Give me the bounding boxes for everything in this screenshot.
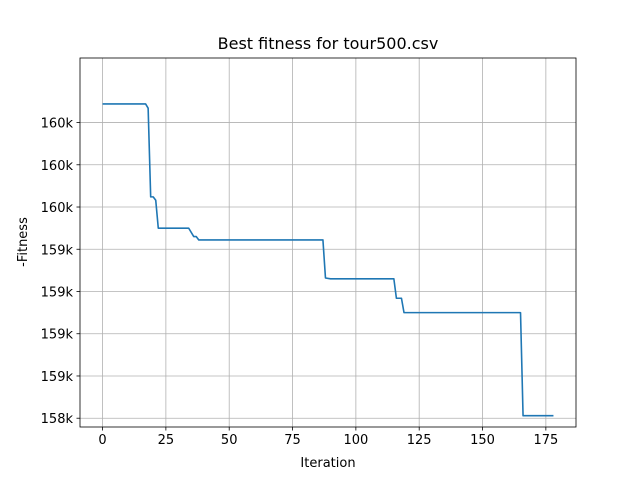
x-tick-label: 25: [158, 433, 175, 448]
x-tick-label: 50: [221, 433, 238, 448]
x-tick-label: 125: [407, 433, 432, 448]
y-tick-label: 159k: [41, 328, 74, 343]
y-tick-label: 160k: [41, 201, 74, 216]
grid: [80, 58, 576, 427]
y-tick-label: 159k: [41, 243, 74, 258]
x-tick-label: 75: [284, 433, 301, 448]
x-axis: 0 25 50 75 100 125 150 175: [98, 427, 558, 448]
y-tick-label: 159k: [41, 285, 74, 300]
x-axis-label: Iteration: [300, 456, 355, 471]
series-line-0: [102, 103, 554, 417]
y-tick-label: 160k: [41, 117, 74, 132]
x-tick-label: 175: [533, 433, 558, 448]
y-axis-label: -Fitness: [16, 217, 31, 267]
series-group: [102, 103, 554, 417]
plot-frame: [79, 57, 577, 428]
y-tick-label: 158k: [41, 412, 74, 427]
chart-title: Best fitness for tour500.csv: [218, 34, 439, 53]
x-tick-label: 100: [343, 433, 368, 448]
y-axis: 158k 159k 159k 159k 159k 160k 160k 160k: [41, 117, 80, 427]
x-tick-label: 0: [98, 433, 106, 448]
y-tick-label: 159k: [41, 370, 74, 385]
y-tick-label: 160k: [41, 159, 74, 174]
x-tick-label: 150: [470, 433, 495, 448]
